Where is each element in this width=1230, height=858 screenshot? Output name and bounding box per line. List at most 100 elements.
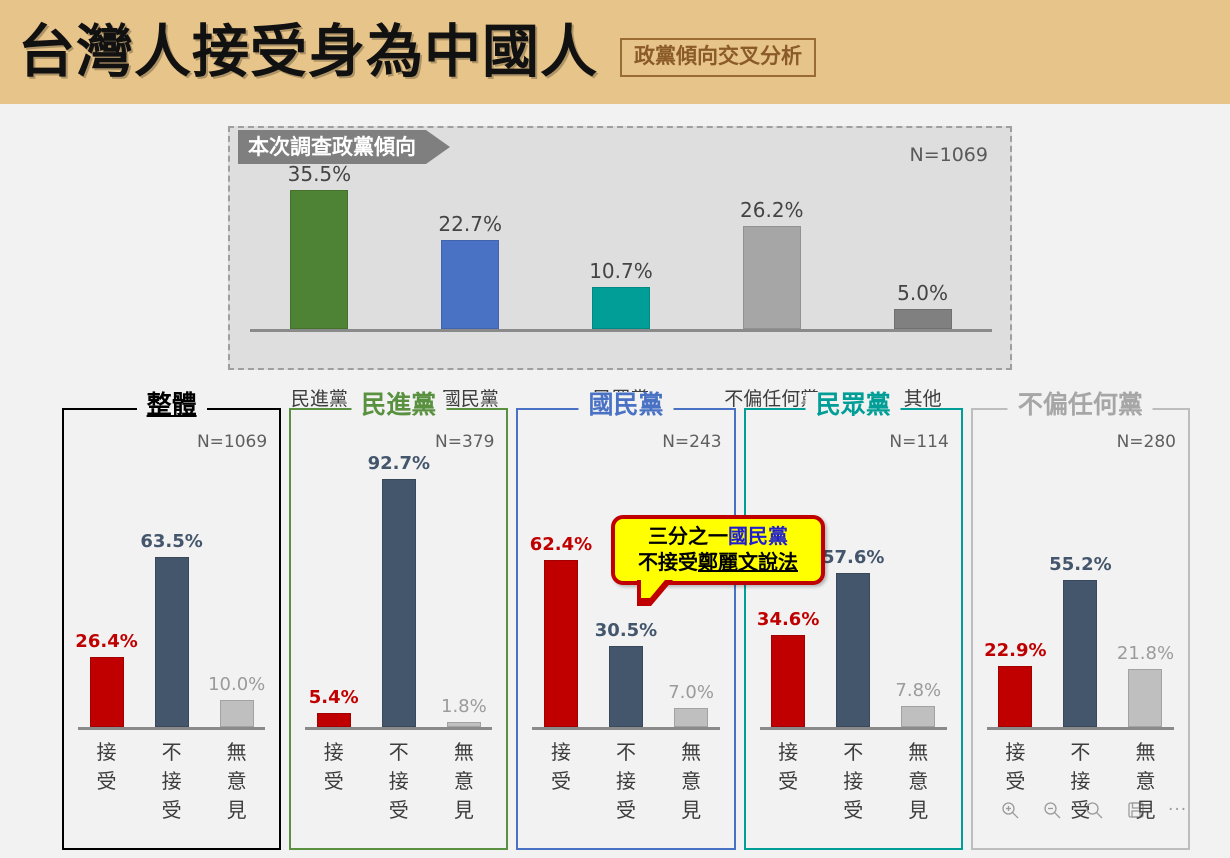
callout-line-1: 三分之一國民黨: [623, 524, 813, 550]
category-char: 見: [226, 798, 247, 822]
party-breakdown-panels: 整體 N=1069 26.4% 63.5% 10.0% 接受不接受無意見民進黨 N=379 5…: [62, 392, 1191, 850]
panel-axis-line: [78, 727, 266, 730]
category-char: 不: [616, 740, 636, 764]
top-bar: [742, 226, 801, 329]
category-label-noopinion: 無意見: [431, 738, 496, 825]
save-icon[interactable]: [1126, 800, 1146, 820]
callout-tail: [637, 580, 673, 607]
bar-group: 5.4%: [301, 460, 366, 727]
category-char: 不: [388, 740, 409, 764]
panel-axis-line: [305, 727, 493, 730]
panel-plot: 34.6% 57.6% 7.8%: [756, 460, 951, 730]
panel-2: 民進黨 N=379 5.4% 92.7% 1.8% 接受不接受無意見: [289, 392, 509, 850]
bar-value-label: 92.7%: [367, 453, 431, 474]
category-char: 不: [1070, 740, 1091, 764]
category-label-accept: 接受: [74, 738, 139, 825]
bar: [219, 700, 254, 727]
category-char: 受: [1005, 769, 1026, 793]
bar: [674, 708, 709, 727]
image-viewer-toolbar[interactable]: ···: [1000, 800, 1187, 820]
panel-plot: 22.9% 55.2% 21.8%: [983, 460, 1178, 730]
panel-sample-size: N=1069: [196, 432, 268, 452]
panel-plot: 5.4% 92.7% 1.8%: [301, 453, 496, 730]
category-char: 無: [453, 740, 474, 764]
top-bar-value-label: 35.5%: [287, 162, 352, 186]
bar-group: 57.6%: [821, 460, 886, 727]
category-char: 接: [550, 740, 571, 764]
category-char: 接: [1005, 740, 1026, 764]
panel-title: 民進黨: [351, 392, 447, 417]
category-label-accept: 接受: [756, 738, 821, 825]
bar-group: 26.4%: [74, 460, 139, 727]
panel-title: 民眾黨: [805, 392, 901, 417]
callout-text-c: 不接受: [638, 549, 698, 574]
bar-group: 1.8%: [431, 460, 496, 727]
bar-group: 21.8%: [1113, 460, 1178, 727]
category-char: 接: [96, 740, 117, 764]
category-label-reject: 不接受: [593, 738, 658, 825]
category-char: 接: [616, 769, 636, 793]
callout-text-a: 三分之一: [648, 524, 728, 548]
top-category-label: 民進黨: [290, 388, 348, 410]
top-bar: [893, 309, 952, 329]
party-affiliation-sample-size: N=1069: [909, 144, 989, 166]
panel-axis-line: [759, 727, 947, 730]
category-char: 無: [1135, 740, 1156, 764]
bar: [998, 666, 1033, 727]
bar-group: 22.9%: [983, 460, 1048, 727]
page-title: 台灣人接受身為中國人: [18, 18, 598, 85]
subtitle-badge: 政黨傾向交叉分析: [620, 37, 816, 77]
category-char: 受: [843, 798, 864, 822]
bar-group: 30.5%: [593, 460, 658, 727]
callout-text-underlined: 鄭麗文說法: [698, 549, 798, 574]
top-bar-group: 35.5%: [244, 162, 395, 329]
panel-3: 國民黨 N=243 62.4% 30.5% 7.0% 接受不接受無意見: [516, 392, 736, 850]
zoom-in-icon[interactable]: [1000, 800, 1020, 820]
top-category-label: 不偏任何黨: [724, 388, 820, 410]
panel-title: 不偏任何黨: [1007, 392, 1153, 417]
category-label-reject: 不接受: [1048, 738, 1113, 825]
panel-title: 整體: [136, 392, 207, 417]
top-bar: [591, 287, 650, 329]
bar-value-label: 7.8%: [895, 680, 942, 701]
panel-plot: 62.4% 30.5% 7.0%: [528, 460, 723, 730]
category-labels: 接受不接受無意見: [74, 738, 269, 825]
category-char: 見: [908, 798, 929, 822]
category-char: 接: [778, 740, 799, 764]
top-bar-group: 5.0%: [847, 172, 998, 329]
category-label-accept: 接受: [983, 738, 1048, 825]
category-char: 不: [843, 740, 864, 764]
category-char: 受: [323, 769, 344, 793]
bar: [771, 635, 806, 727]
panel-sample-size: N=243: [662, 432, 722, 452]
bar-value-label: 10.0%: [208, 674, 266, 695]
more-options-icon[interactable]: ···: [1168, 800, 1188, 820]
panel-axis-line: [986, 727, 1175, 730]
zoom-reset-icon[interactable]: [1084, 800, 1104, 820]
category-label-noopinion: 無意見: [886, 738, 951, 825]
category-char: 意: [226, 769, 247, 793]
category-char: 無: [908, 740, 929, 764]
bar: [381, 479, 416, 727]
category-char: 接: [1070, 769, 1091, 793]
callout-bubble: 三分之一國民黨 不接受鄭麗文說法: [611, 515, 825, 607]
category-labels: 接受不接受無意見: [983, 738, 1178, 825]
category-char: 意: [681, 769, 702, 793]
panel-plot: 26.4% 63.5% 10.0%: [74, 460, 269, 730]
category-label-reject: 不接受: [821, 738, 886, 825]
category-label-accept: 接受: [528, 738, 593, 825]
category-char: 無: [226, 740, 247, 764]
bar-value-label: 34.6%: [756, 609, 820, 630]
top-bar-value-label: 5.0%: [897, 281, 948, 305]
category-char: 受: [161, 798, 182, 822]
bar-group: 55.2%: [1048, 460, 1113, 727]
bar: [316, 713, 351, 727]
top-bar-value-label: 26.2%: [740, 198, 804, 222]
zoom-out-icon[interactable]: [1042, 800, 1062, 820]
bar: [1063, 580, 1098, 727]
category-char: 受: [96, 769, 117, 793]
callout-line-2: 不接受鄭麗文說法: [623, 550, 813, 576]
category-char: 受: [778, 769, 799, 793]
bar-value-label: 7.0%: [668, 682, 714, 703]
